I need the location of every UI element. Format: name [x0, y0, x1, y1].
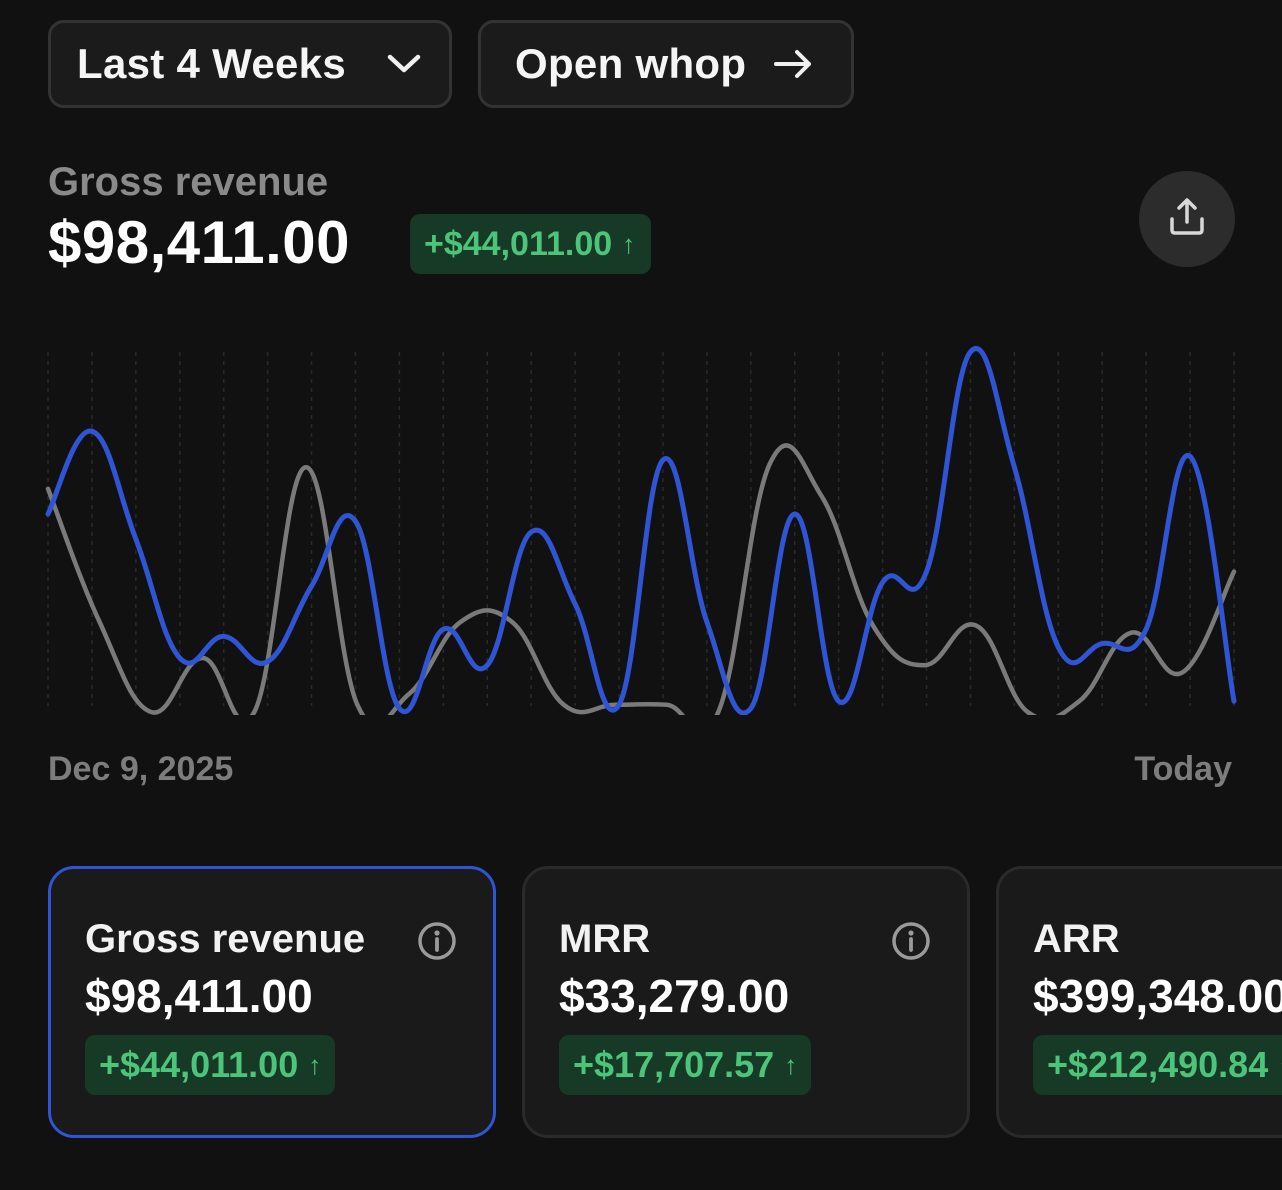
data-point[interactable]: [1073, 695, 1085, 707]
data-point[interactable]: [94, 616, 106, 628]
metric-change-badge: +$44,011.00 ↑: [410, 214, 652, 274]
x-axis-start-label: Dec 9, 2025: [48, 750, 234, 788]
data-point[interactable]: [306, 580, 318, 592]
card-label: ARR: [1033, 917, 1120, 961]
date-range-label: Last 4 Weeks: [77, 40, 346, 87]
data-point[interactable]: [351, 699, 363, 711]
data-point[interactable]: [1008, 461, 1020, 473]
card-label: MRR: [559, 917, 651, 961]
data-point[interactable]: [197, 652, 209, 664]
data-point[interactable]: [349, 515, 361, 527]
card-value: $98,411.00: [85, 970, 313, 1022]
metric-card-gross-revenue[interactable]: Gross revenue $98,411.00 +$44,011.00 ↑: [48, 866, 496, 1138]
data-point[interactable]: [393, 702, 405, 714]
data-point[interactable]: [174, 652, 186, 664]
data-point[interactable]: [44, 483, 54, 495]
data-point[interactable]: [657, 454, 669, 466]
metric-card-arr[interactable]: ARR $399,348.00 +$212,490.84 ↑: [996, 866, 1282, 1138]
data-point[interactable]: [1096, 638, 1108, 650]
data-point[interactable]: [218, 630, 230, 642]
share-button[interactable]: [1139, 171, 1235, 267]
data-point[interactable]: [1052, 641, 1064, 653]
data-point[interactable]: [1228, 695, 1238, 707]
arrow-right-icon: [773, 49, 813, 79]
data-point[interactable]: [437, 623, 449, 635]
metric-card-mrr[interactable]: MRR $33,279.00 +$17,707.57 ↑: [522, 866, 970, 1138]
data-point[interactable]: [964, 346, 976, 358]
card-change-badge: +$17,707.57 ↑: [559, 1035, 812, 1095]
data-point[interactable]: [1176, 666, 1188, 678]
data-point[interactable]: [300, 461, 312, 473]
open-whop-button[interactable]: Open whop: [478, 20, 854, 108]
data-point[interactable]: [919, 659, 931, 671]
date-range-dropdown[interactable]: Last 4 Weeks: [48, 20, 452, 108]
chevron-down-icon: [387, 53, 421, 75]
data-point[interactable]: [130, 533, 142, 545]
data-point[interactable]: [1228, 566, 1238, 578]
data-point[interactable]: [701, 616, 713, 628]
change-amount: +$44,011.00: [424, 224, 613, 263]
card-change-badge: +$212,490.84 ↑: [1033, 1035, 1282, 1095]
data-point[interactable]: [262, 656, 274, 668]
card-value: $399,348.00: [1033, 970, 1282, 1022]
data-point[interactable]: [481, 659, 493, 671]
data-point[interactable]: [815, 490, 827, 502]
data-point[interactable]: [764, 458, 776, 470]
card-change-badge: +$44,011.00 ↑: [85, 1035, 336, 1095]
data-point[interactable]: [877, 576, 889, 588]
change-amount: +$17,707.57: [573, 1044, 775, 1085]
data-point[interactable]: [833, 695, 845, 707]
data-point[interactable]: [86, 425, 98, 437]
series-line-previous: [45, 443, 1237, 715]
data-point[interactable]: [1184, 450, 1196, 462]
data-point[interactable]: [525, 526, 537, 538]
data-point[interactable]: [1125, 627, 1137, 639]
info-icon[interactable]: [891, 921, 931, 961]
data-point[interactable]: [712, 706, 724, 715]
data-point[interactable]: [789, 508, 801, 520]
change-amount: +$44,011.00: [99, 1044, 299, 1085]
open-whop-label: Open whop: [515, 40, 747, 87]
revenue-line-chart[interactable]: [44, 340, 1238, 715]
arrow-up-icon: ↑: [1278, 1050, 1282, 1081]
data-point[interactable]: [558, 699, 570, 711]
data-point[interactable]: [867, 620, 879, 632]
arrow-up-icon: ↑: [308, 1049, 322, 1080]
series-line-current: [45, 346, 1237, 715]
data-point[interactable]: [609, 699, 621, 711]
data-point[interactable]: [403, 688, 415, 700]
metric-value: $98,411.00: [48, 209, 350, 276]
data-point[interactable]: [455, 616, 467, 628]
arrow-up-icon: ↑: [622, 228, 636, 259]
data-point[interactable]: [1140, 623, 1152, 635]
card-label: Gross revenue: [85, 917, 366, 961]
toolbar: Last 4 Weeks Open whop: [48, 20, 854, 108]
data-point[interactable]: [745, 702, 757, 714]
data-point[interactable]: [661, 699, 673, 711]
metric-title: Gross revenue: [48, 160, 329, 204]
share-upload-icon: [1167, 197, 1207, 242]
info-icon[interactable]: [417, 921, 457, 961]
card-value: $33,279.00: [559, 970, 790, 1022]
change-amount: +$212,490.84: [1047, 1044, 1269, 1085]
chart-grid: [47, 352, 1235, 706]
data-point[interactable]: [569, 598, 581, 610]
data-point[interactable]: [970, 620, 982, 632]
data-point[interactable]: [506, 616, 518, 628]
x-axis-end-label: Today: [1134, 750, 1232, 788]
arrow-up-icon: ↑: [784, 1049, 798, 1080]
data-point[interactable]: [921, 566, 933, 578]
